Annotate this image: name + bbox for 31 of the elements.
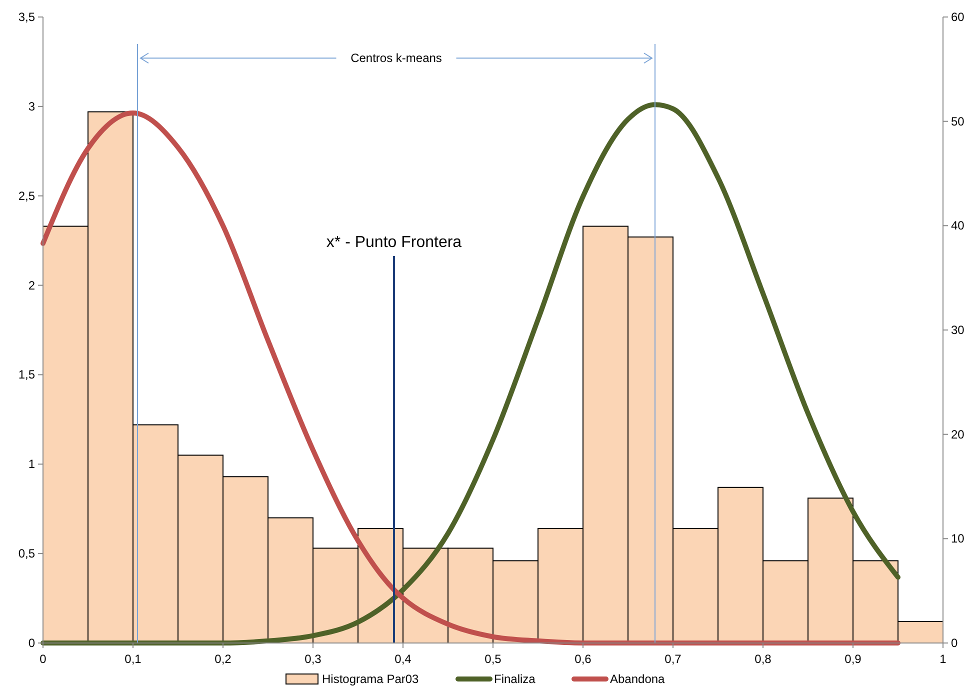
legend-label: Finaliza — [494, 672, 536, 686]
legend-label: Abandona — [610, 672, 666, 686]
x-tick-label: 0,8 — [754, 652, 772, 666]
y-tick-label: 1 — [28, 457, 36, 472]
x-tick-label: 1 — [940, 652, 947, 666]
y-tick-label: 2 — [28, 278, 36, 292]
y2-tick-label: 40 — [951, 218, 965, 233]
y2-tick-label: 30 — [951, 323, 965, 337]
x-tick-label: 0,3 — [304, 652, 322, 666]
annotation: Centros k-means — [350, 51, 442, 66]
x-tick-label: 0,7 — [664, 652, 682, 666]
x-tick-label: 0,9 — [844, 652, 862, 666]
y-tick-label: 1,5 — [18, 368, 36, 382]
y-tick-label: 3 — [28, 99, 36, 114]
x-tick-label: 0,2 — [214, 652, 232, 666]
x-tick-label: 0,5 — [484, 652, 502, 666]
y-tick-label: 0,5 — [18, 546, 36, 561]
y2-tick-label: 0 — [951, 636, 958, 650]
legend-label: Histograma Par03 — [322, 672, 420, 686]
y2-tick-label: 20 — [951, 427, 965, 442]
ref-line-label: x* - Punto Frontera — [326, 234, 462, 251]
y2-tick-label: 50 — [951, 114, 965, 128]
y-tick-label: 3,5 — [18, 10, 36, 24]
y-tick-label: 0 — [28, 636, 36, 650]
x-tick-label: 0,1 — [124, 652, 142, 666]
x-tick-label: 0 — [40, 652, 47, 666]
x-tick-label: 0,4 — [394, 652, 412, 666]
x-tick-label: 0,6 — [574, 652, 592, 666]
y2-tick-label: 60 — [951, 10, 965, 24]
y-tick-label: 2,5 — [18, 188, 36, 203]
y2-tick-label: 10 — [951, 532, 965, 546]
